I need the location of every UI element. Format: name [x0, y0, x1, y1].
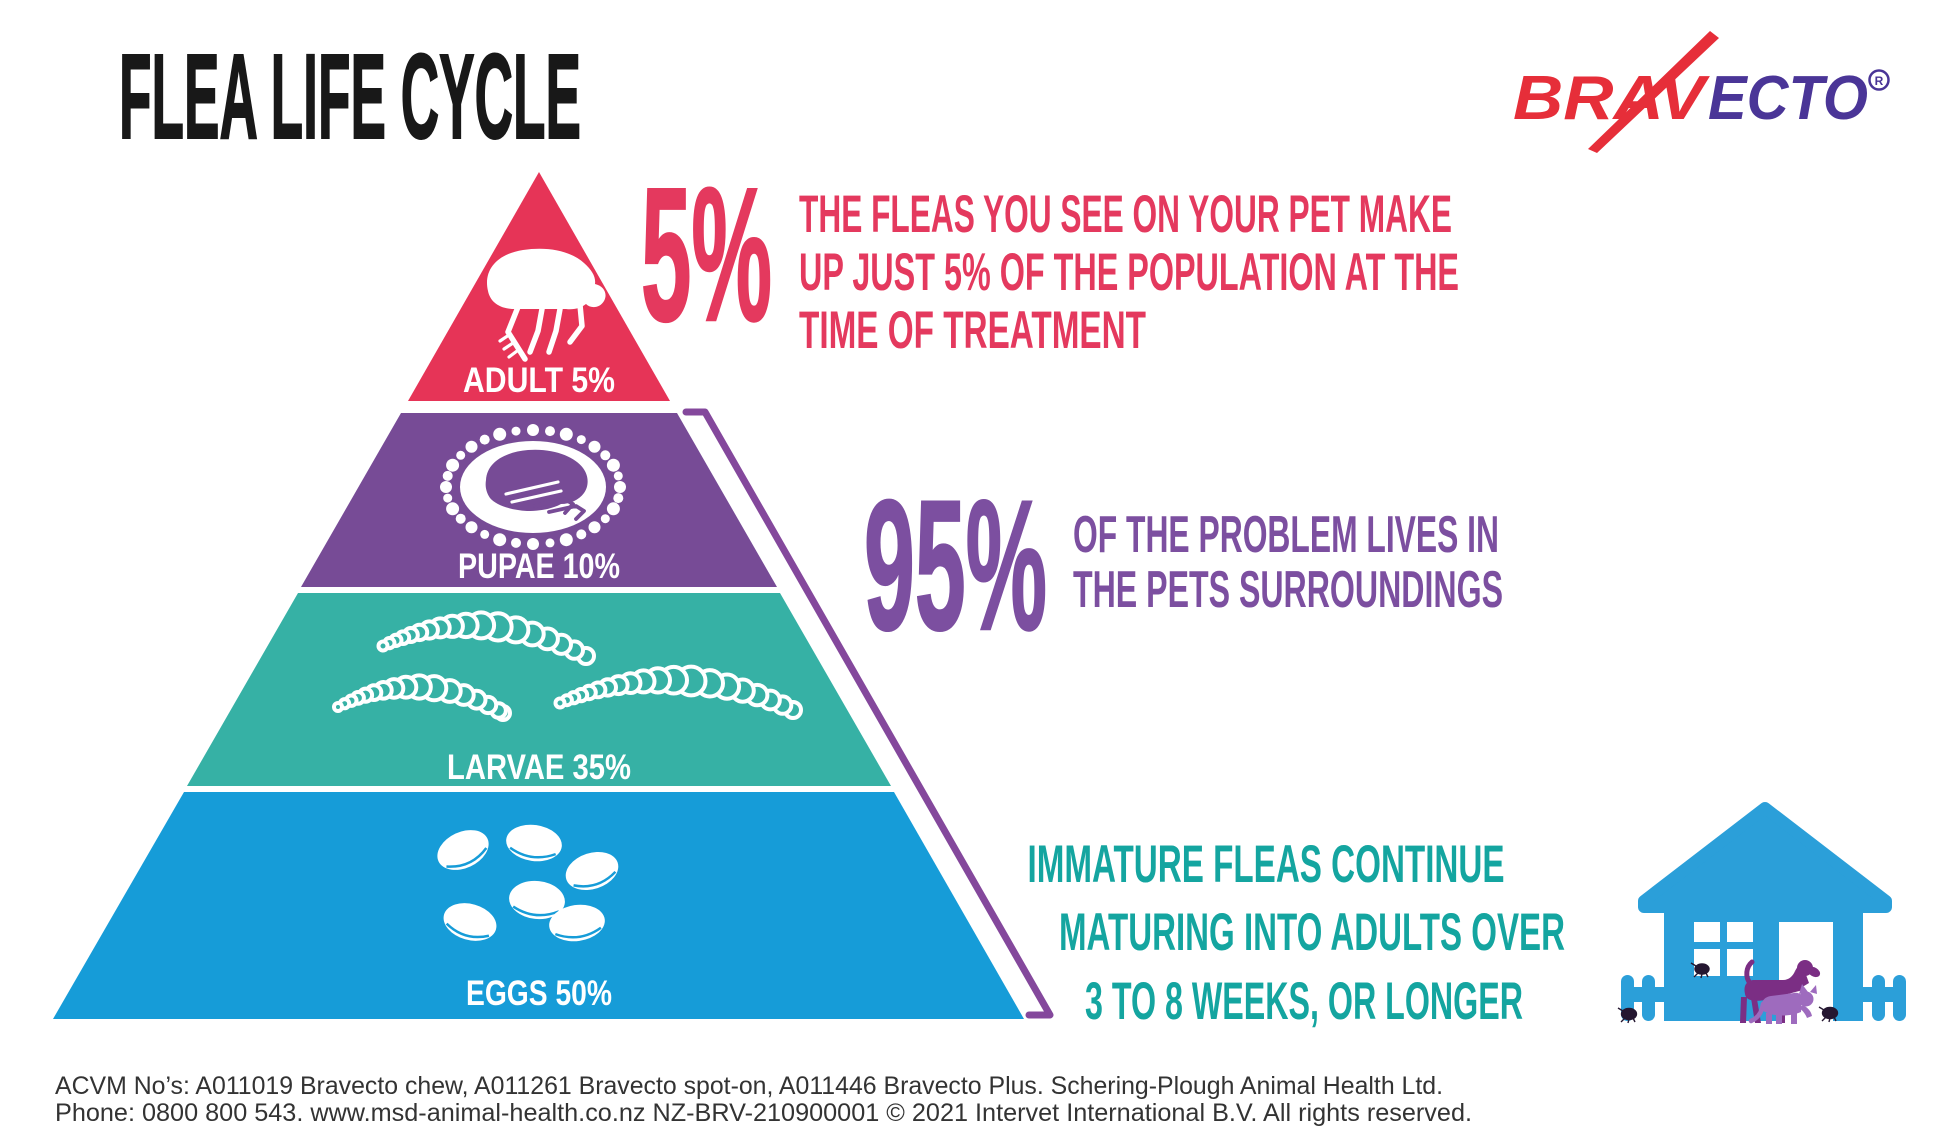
- svg-text:UP JUST 5% OF THE POPULATION A: UP JUST 5% OF THE POPULATION AT THE: [799, 243, 1459, 302]
- svg-text:3 TO 8 WEEKS, OR LONGER: 3 TO 8 WEEKS, OR LONGER: [1085, 972, 1523, 1031]
- svg-text:EGGS 50%: EGGS 50%: [466, 974, 612, 1013]
- svg-text:ADULT 5%: ADULT 5%: [463, 361, 615, 400]
- svg-text:Phone: 0800 800 543. www.msd-a: Phone: 0800 800 543. www.msd-animal-heal…: [55, 1099, 1472, 1127]
- svg-text:TIME OF TREATMENT: TIME OF TREATMENT: [799, 301, 1146, 360]
- svg-text:BRAV: BRAV: [1513, 64, 1710, 133]
- svg-text:ECTO: ECTO: [1708, 64, 1868, 133]
- svg-text:MATURING INTO ADULTS OVER: MATURING INTO ADULTS OVER: [1059, 903, 1565, 962]
- svg-text:PUPAE 10%: PUPAE 10%: [458, 547, 620, 586]
- svg-text:95%: 95%: [864, 463, 1047, 669]
- svg-text:IMMATURE FLEAS CONTINUE: IMMATURE FLEAS CONTINUE: [1028, 835, 1505, 894]
- svg-text:R: R: [1875, 74, 1884, 88]
- svg-text:THE PETS SURROUNDINGS: THE PETS SURROUNDINGS: [1073, 561, 1503, 619]
- svg-text:5%: 5%: [641, 149, 772, 361]
- svg-text:THE FLEAS YOU SEE ON YOUR PET: THE FLEAS YOU SEE ON YOUR PET MAKE: [799, 185, 1452, 244]
- svg-text:ACVM No’s: A011019 Bravecto ch: ACVM No’s: A011019 Bravecto chew, A01126…: [55, 1072, 1443, 1100]
- svg-text:OF THE PROBLEM LIVES IN: OF THE PROBLEM LIVES IN: [1073, 506, 1499, 564]
- svg-text:LARVAE 35%: LARVAE 35%: [447, 748, 631, 787]
- svg-text:FLEA LIFE CYCLE: FLEA LIFE CYCLE: [119, 28, 581, 164]
